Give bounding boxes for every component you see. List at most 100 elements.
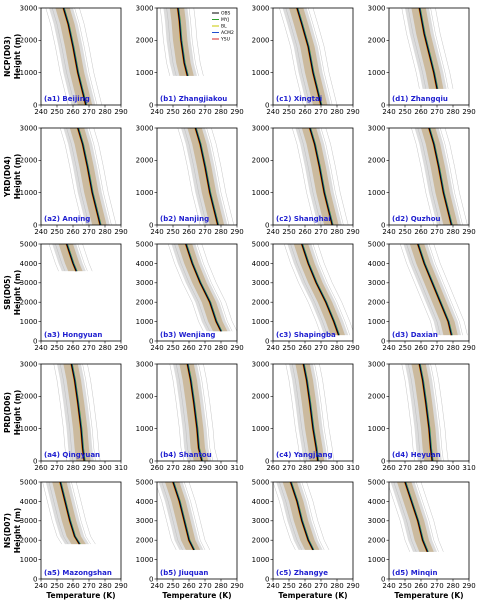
panel-label: (a1) Beijing [44,95,90,103]
member-line [201,244,237,332]
x-tick-label: 240 [266,582,279,590]
region-label: SB(D05) [3,275,12,310]
y-tick-label: 4000 [368,498,386,506]
y-tick-label: 0 [149,101,153,109]
y-tick-label: 2000 [252,37,270,45]
x-tick-label: 260 [298,228,311,236]
panel-label: (a5) Mazongshan [44,569,112,577]
series-myj [187,364,204,461]
member-line [45,8,69,105]
member-line [319,364,334,461]
x-tick-label: 270 [82,582,95,590]
series-myj [303,364,320,461]
series-obs [70,364,85,461]
series-obs [302,364,319,461]
series-obs [172,482,195,551]
series-myj [405,482,429,552]
x-tick-label: 270 [50,464,63,472]
y-tick-label: 3000 [20,4,38,12]
x-tick-label: 300 [446,464,459,472]
series-obs [66,244,77,272]
x-tick-label: 300 [214,464,227,472]
x-tick-label: 250 [398,344,411,352]
x-tick-label: 280 [446,108,459,116]
region-label: NCP(D03) [3,36,12,77]
y-axis-title: Height (m) [13,154,22,200]
y-tick-label: 3000 [252,4,270,12]
member-line [408,364,422,461]
y-axis-title: Height (m) [13,270,22,316]
x-tick-label: 260 [66,344,79,352]
x-tick-label: 280 [214,582,227,590]
y-tick-label: 2000 [136,157,154,165]
series-myj [71,364,86,461]
member-line [433,244,468,336]
member-line [188,8,199,76]
series-obs [428,128,452,225]
y-tick-label: 5000 [136,240,154,248]
series-myj [418,244,453,336]
y-tick-label: 0 [265,575,269,583]
y-tick-label: 2000 [136,299,154,307]
region-label: NS(D07) [3,513,12,548]
x-tick-label: 280 [98,582,111,590]
x-tick-label: 260 [150,464,163,472]
x-tick-label: 280 [446,582,459,590]
x-axis-title: Temperature (K) [394,591,463,600]
y-tick-label: 2000 [136,537,154,545]
x-tick-label: 280 [414,464,427,472]
member-line [435,8,454,89]
member-line [285,8,310,105]
x-tick-label: 290 [462,344,475,352]
region-label: YRD(D04) [3,156,12,198]
series-obs [177,8,188,77]
x-tick-label: 260 [66,108,79,116]
y-tick-label: 0 [33,457,37,465]
plot-area [273,482,330,551]
panel-label: (c1) Xingtai [276,95,322,103]
y-tick-label: 2000 [368,537,386,545]
member-line [308,8,333,105]
y-tick-label: 4000 [20,260,38,268]
plot-area [279,8,338,105]
member-line [184,482,206,550]
series-myj [310,128,334,225]
x-tick-label: 270 [166,464,179,472]
x-axis-title: Temperature (K) [46,591,115,600]
panel-c4: 0 1000 2000 3000 260 270 280 290 300 310 (c4) Yang… [252,360,360,472]
x-tick-label: 280 [182,464,195,472]
x-tick-label: 250 [282,108,295,116]
x-tick-label: 270 [82,228,95,236]
y-tick-label: 3000 [368,360,386,368]
series-myj [186,244,223,332]
x-tick-label: 260 [66,582,79,590]
axes-frame [156,481,238,580]
legend-entry: MYJ [221,17,229,23]
member-line [88,128,112,225]
x-tick-label: 270 [430,582,443,590]
plot-area [168,244,237,332]
plot-area [292,128,349,225]
x-tick-label: 240 [266,344,279,352]
x-tick-label: 240 [266,108,279,116]
legend-entry: YSU [220,37,230,43]
y-tick-label: 1000 [368,189,386,197]
y-tick-label: 4000 [252,498,270,506]
panel-label: (b2) Nanjing [160,215,209,223]
panel-label: (d2) Quzhou [392,215,441,223]
member-line [401,8,420,89]
y-axis-title: Height (m) [13,508,22,554]
y-tick-label: 3000 [20,360,38,368]
x-axis-title: Temperature (K) [162,591,231,600]
member-line [87,364,101,461]
panel-label: (a3) Hongyuan [44,331,102,339]
y-tick-label: 2000 [252,157,270,165]
axes-frame [272,363,354,462]
y-tick-label: 1000 [20,189,38,197]
y-tick-label: 0 [265,457,269,465]
member-line [273,482,296,550]
y-tick-label: 2000 [136,37,154,45]
member-line [82,364,96,461]
series-myj [429,128,453,225]
x-tick-label: 250 [398,582,411,590]
